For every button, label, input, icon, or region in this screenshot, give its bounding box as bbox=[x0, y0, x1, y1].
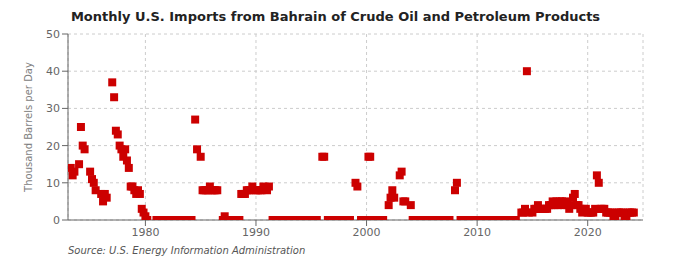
svg-text:20: 20 bbox=[46, 140, 60, 153]
svg-text:0: 0 bbox=[53, 214, 60, 227]
svg-text:50: 50 bbox=[46, 28, 60, 41]
svg-text:10: 10 bbox=[46, 177, 60, 190]
svg-text:30: 30 bbox=[46, 102, 60, 115]
html-text:Source: U.S. Energy Informatio: Source: U.S. Energy Information Administ… bbox=[68, 245, 306, 256]
svg-text:2020: 2020 bbox=[574, 226, 602, 239]
svg-text:1990: 1990 bbox=[242, 226, 270, 239]
svg-text:2010: 2010 bbox=[463, 226, 491, 239]
svg-text:2000: 2000 bbox=[353, 226, 381, 239]
html-text:Monthly U.S. Imports from Bahr: Monthly U.S. Imports from Bahrain of Cru… bbox=[70, 9, 601, 24]
svg-text:Thousand Barrels per Day: Thousand Barrels per Day bbox=[23, 62, 34, 193]
svg-text:40: 40 bbox=[46, 65, 60, 78]
svg-text:1980: 1980 bbox=[131, 226, 159, 239]
